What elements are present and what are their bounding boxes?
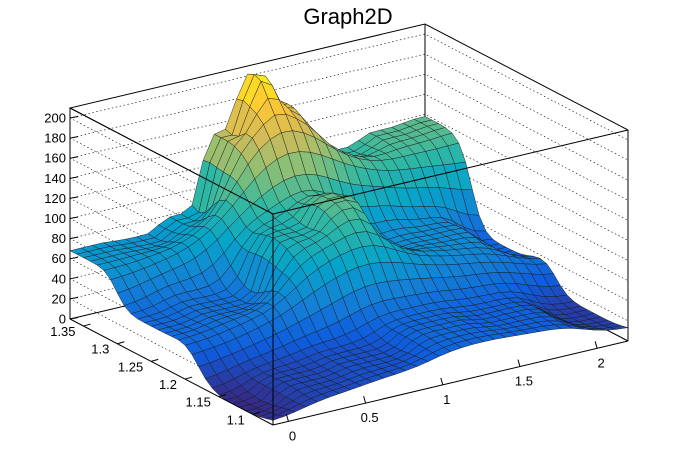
grid-line (69, 154, 629, 345)
y-tick-label: 1.1 (227, 412, 245, 427)
grid-line (69, 53, 629, 245)
y-axis: 1.1 1.15 1.2 1.25 1.3 1.35 (50, 318, 274, 427)
x-tick-label: 0 (289, 428, 296, 443)
surface-mesh (69, 73, 629, 421)
z-tick (69, 236, 79, 240)
y-tick (184, 376, 193, 380)
z-tick-label: 140 (44, 171, 66, 186)
x-tick-label: 1 (443, 392, 450, 407)
grid-line (69, 73, 629, 265)
grid-line (69, 33, 629, 225)
z-tick (69, 136, 79, 139)
z-tick-label: 120 (44, 191, 66, 206)
z-tick (69, 216, 79, 220)
y-tick (117, 341, 125, 345)
y-tick (252, 411, 260, 415)
z-tick (69, 116, 79, 119)
z-tick-label: 160 (44, 151, 66, 166)
z-tick-label: 40 (52, 271, 66, 286)
box-top-front-edge (272, 129, 629, 215)
grid-line (69, 114, 629, 305)
z-axis: 0 20 40 60 80 100 120 140 160 180 200 (44, 108, 79, 327)
grid-line (69, 93, 629, 285)
y-axis-line (69, 318, 274, 426)
x-axis: 0 0.5 1 1.5 2 (272, 340, 629, 443)
z-tick (69, 156, 79, 159)
y-tick (151, 358, 159, 362)
y-tick-label: 1.35 (50, 324, 75, 339)
z-tick (69, 317, 79, 320)
z-tick (69, 256, 79, 260)
grid-line (69, 134, 629, 325)
x-tick-label: 1.5 (515, 374, 533, 389)
y-tick (218, 394, 227, 398)
x-tick (285, 414, 289, 422)
y-tick-label: 1.15 (186, 395, 211, 410)
box-top-left-edge (69, 107, 274, 215)
surface-cell (265, 414, 285, 421)
x-tick (440, 377, 444, 385)
chart-title: Graph2D (303, 4, 393, 29)
x-tick-label: 0.5 (361, 410, 379, 425)
axis-box-front (69, 107, 629, 425)
grid-line (69, 174, 629, 365)
z-tick (69, 196, 79, 199)
y-tick (83, 323, 91, 327)
z-tick (69, 176, 79, 179)
z-tick-label: 100 (44, 211, 66, 226)
z-tick-label: 80 (52, 231, 66, 246)
z-tick (69, 276, 79, 280)
z-tick-label: 200 (44, 111, 66, 126)
x-axis-line (272, 340, 629, 426)
z-tick-label: 180 (44, 131, 66, 146)
y-tick-label: 1.25 (118, 359, 143, 374)
grid-line (69, 194, 629, 386)
z-tick-label: 60 (52, 251, 66, 266)
x-tick-label: 2 (598, 355, 605, 370)
x-tick (363, 395, 367, 404)
z-tick-label: 20 (52, 291, 66, 306)
y-tick-label: 1.2 (159, 377, 177, 392)
z-tick (69, 296, 79, 300)
x-tick (517, 359, 521, 367)
x-tick (594, 341, 598, 349)
z-tick-label: 0 (59, 312, 66, 327)
y-tick-label: 1.3 (91, 342, 109, 357)
